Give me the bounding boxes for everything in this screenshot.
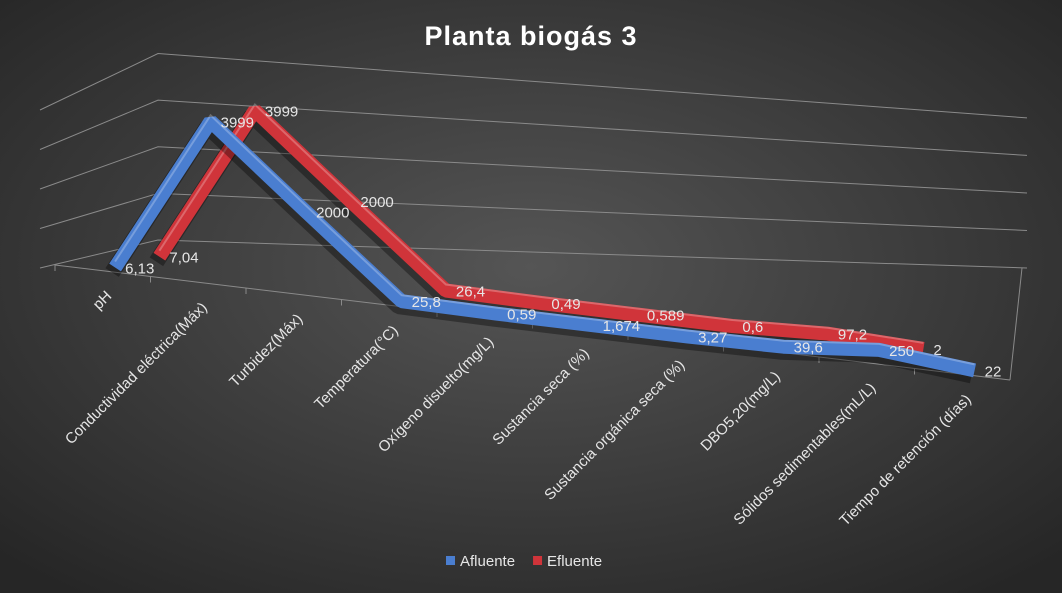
data-label: 1,674: [603, 318, 641, 335]
data-label: 39,6: [794, 340, 823, 357]
grid-line: [39, 239, 1028, 269]
data-label: 22: [985, 363, 1002, 380]
data-label: 2000: [360, 194, 393, 211]
chart-title: Planta biogás 3: [424, 21, 637, 51]
series-highlight: [114, 113, 975, 366]
data-label: 7,04: [169, 250, 198, 267]
data-label: 25,8: [412, 294, 441, 311]
data-label: 0,589: [647, 307, 685, 324]
data-label: 97,2: [838, 327, 867, 344]
data-label: 3,27: [698, 330, 727, 347]
legend-label: Afluente: [460, 553, 515, 570]
data-label: 0,49: [551, 296, 580, 313]
data-label: 0,59: [507, 307, 536, 324]
data-label: 6,13: [125, 260, 154, 277]
floor-edge: [1009, 267, 1023, 381]
grid-line: [39, 53, 1028, 119]
data-label: 2: [933, 342, 941, 359]
data-label: 2000: [316, 205, 349, 222]
legend-label: Efluente: [547, 553, 602, 570]
data-label: 3999: [265, 104, 298, 121]
legend-swatch: [533, 556, 543, 565]
data-label: 26,4: [456, 283, 485, 300]
data-label: 3999: [221, 114, 254, 131]
series-line: [109, 116, 977, 378]
series-highlight: [158, 102, 924, 344]
grid-line: [39, 99, 1028, 156]
data-label: 0,6: [742, 319, 763, 336]
legend-swatch: [446, 556, 455, 565]
data-label: 250: [889, 343, 914, 360]
grid-line: [39, 146, 1028, 194]
series-line: [153, 105, 925, 356]
